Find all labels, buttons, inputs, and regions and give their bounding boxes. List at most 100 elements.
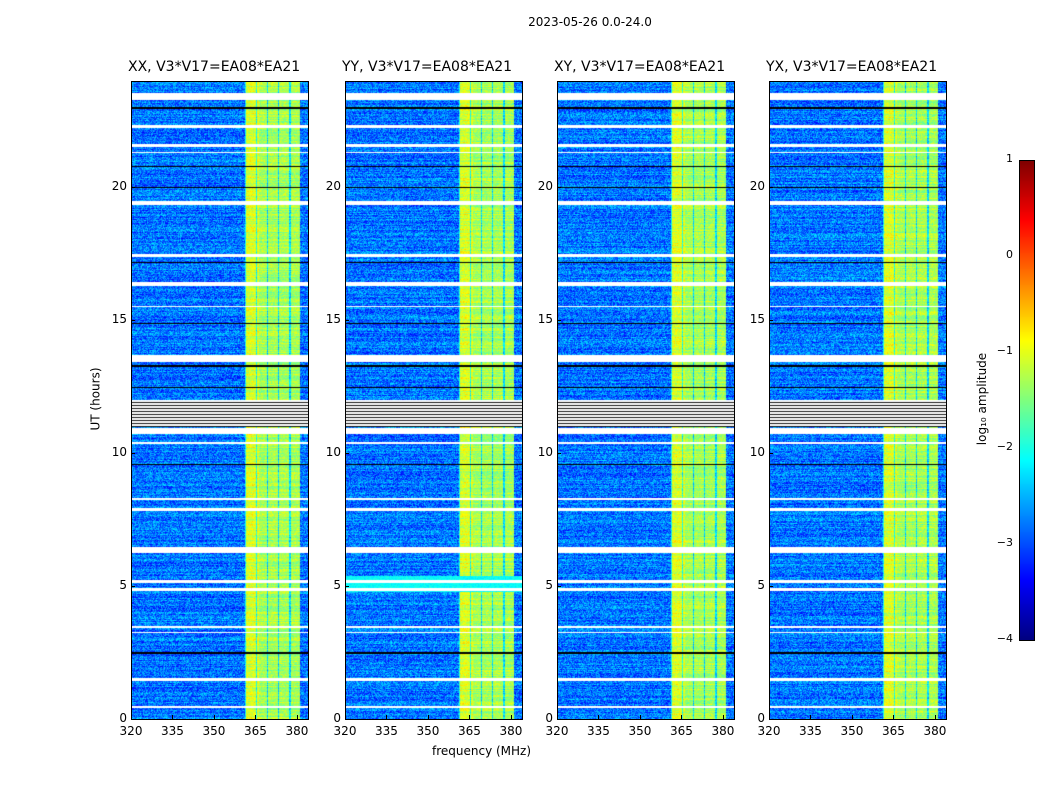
y-tick-label: 10 [537, 445, 553, 460]
y-tick-mark [769, 453, 773, 455]
y-tick-mark [131, 586, 135, 588]
x-tick-mark [851, 715, 853, 719]
y-tick-label: 15 [325, 312, 341, 327]
y-tick-label: 5 [119, 578, 127, 593]
x-tick-mark [557, 715, 558, 719]
y-tick-label: 20 [749, 179, 765, 194]
y-axis-label: UT (hours) [88, 367, 103, 431]
y-tick-label: 0 [333, 711, 341, 725]
y-tick-mark [557, 586, 561, 588]
x-tick-mark [934, 715, 936, 719]
y-tick-label: 5 [545, 578, 553, 593]
x-tick-mark [213, 715, 215, 719]
colorbar [1019, 160, 1034, 640]
y-tick-mark [345, 586, 349, 588]
x-tick-mark [469, 715, 471, 719]
x-tick-label: 380 [499, 724, 523, 738]
colorbar-tick-label: −4 [996, 632, 1013, 645]
y-tick-label: 5 [333, 578, 341, 593]
waterfall-panel-3 [769, 81, 946, 719]
y-tick-mark [769, 187, 773, 189]
x-tick-mark [681, 715, 683, 719]
x-tick-label: 365 [458, 724, 481, 738]
y-tick-mark [345, 719, 349, 720]
x-tick-label: 350 [628, 724, 652, 738]
x-tick-label: 335 [161, 724, 184, 738]
colorbar-tick-label: −3 [996, 536, 1013, 549]
y-tick-label: 15 [537, 312, 553, 327]
colorbar-label: log₁₀ amplitude [975, 352, 990, 446]
y-tick-mark [769, 719, 773, 720]
x-tick-mark [296, 715, 298, 719]
y-tick-mark [557, 187, 561, 189]
x-axis-label: frequency (MHz) [432, 744, 532, 758]
y-tick-mark [345, 320, 349, 322]
x-tick-mark [131, 715, 132, 719]
colorbar-tick-label: 1 [1006, 152, 1013, 165]
y-tick-mark [131, 453, 135, 455]
x-tick-label: 350 [840, 724, 864, 738]
waterfall-panel-0 [131, 81, 308, 719]
y-tick-label: 0 [757, 711, 765, 725]
x-tick-mark [345, 715, 346, 719]
y-tick-label: 5 [757, 578, 765, 593]
x-tick-label: 320 [333, 724, 357, 738]
waterfall-panel-1 [345, 81, 522, 719]
x-tick-mark [893, 715, 895, 719]
x-tick-mark [722, 715, 724, 719]
panel-title-2: XY, V3*V17=EA08*EA21 [554, 59, 726, 75]
y-tick-mark [345, 187, 349, 189]
x-tick-label: 350 [202, 724, 226, 738]
panel-title-1: YY, V3*V17=EA08*EA21 [342, 59, 513, 75]
x-tick-mark [810, 715, 812, 719]
colorbar-tick-label: −2 [996, 440, 1013, 453]
y-tick-label: 0 [545, 711, 553, 725]
y-tick-mark [131, 320, 135, 322]
x-tick-label: 365 [882, 724, 905, 738]
x-tick-label: 320 [545, 724, 569, 738]
x-tick-mark [386, 715, 388, 719]
x-tick-mark [769, 715, 770, 719]
y-tick-mark [769, 586, 773, 588]
x-tick-label: 320 [757, 724, 781, 738]
panel-title-3: YX, V3*V17=EA08*EA21 [766, 59, 938, 75]
x-tick-mark [598, 715, 600, 719]
y-tick-mark [131, 719, 135, 720]
y-tick-label: 10 [325, 445, 341, 460]
x-tick-mark [427, 715, 429, 719]
colorbar-tick-label: 0 [1006, 248, 1013, 261]
x-tick-label: 380 [711, 724, 735, 738]
y-tick-label: 20 [537, 179, 553, 194]
colorbar-tick-label: −1 [996, 344, 1013, 357]
y-tick-mark [557, 719, 561, 720]
y-tick-mark [131, 187, 135, 189]
x-tick-label: 335 [375, 724, 398, 738]
x-tick-label: 365 [670, 724, 693, 738]
y-tick-label: 15 [111, 312, 127, 327]
x-tick-label: 365 [244, 724, 267, 738]
x-tick-mark [172, 715, 174, 719]
y-tick-mark [557, 320, 561, 322]
panel-title-0: XX, V3*V17=EA08*EA21 [128, 59, 301, 75]
x-tick-mark [510, 715, 512, 719]
y-tick-label: 0 [119, 711, 127, 725]
y-tick-label: 20 [111, 179, 127, 194]
x-tick-label: 320 [119, 724, 143, 738]
y-tick-label: 10 [749, 445, 765, 460]
figure-suptitle: 2023-05-26 0.0-24.0 [528, 15, 652, 29]
x-tick-label: 335 [799, 724, 822, 738]
x-tick-label: 335 [587, 724, 610, 738]
waterfall-panel-2 [557, 81, 734, 719]
y-tick-mark [345, 453, 349, 455]
y-tick-mark [769, 320, 773, 322]
y-tick-label: 20 [325, 179, 341, 194]
y-tick-mark [557, 453, 561, 455]
x-tick-label: 380 [923, 724, 947, 738]
x-tick-mark [639, 715, 641, 719]
x-tick-label: 380 [285, 724, 309, 738]
y-tick-label: 15 [749, 312, 765, 327]
x-tick-mark [255, 715, 257, 719]
y-tick-label: 10 [111, 445, 127, 460]
x-tick-label: 350 [416, 724, 440, 738]
